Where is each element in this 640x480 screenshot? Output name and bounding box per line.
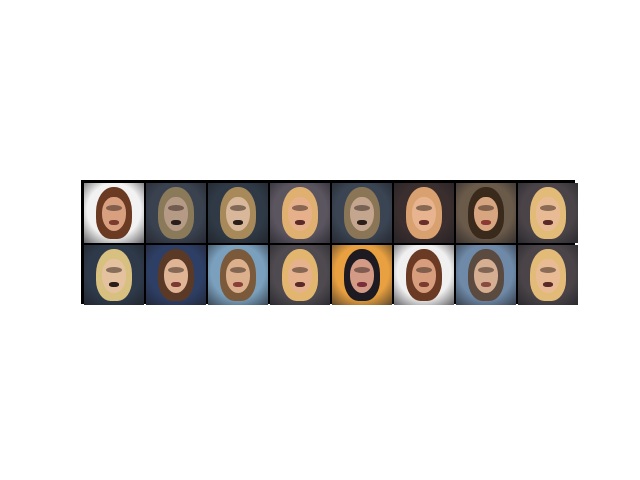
face-image-tile [332,183,392,243]
face-image-tile [394,245,454,305]
face-image-tile [208,245,268,305]
face-image-tile [270,245,330,305]
image-grid [81,180,578,305]
face-image-tile [394,183,454,243]
face-image-tile [518,183,578,243]
face-image-tile [456,245,516,305]
face-image-tile [146,245,206,305]
face-image-tile [332,245,392,305]
face-image-tile [84,183,144,243]
face-image-tile [146,183,206,243]
face-image-tile [84,245,144,305]
face-image-tile [518,245,578,305]
face-image-tile [456,183,516,243]
face-image-tile [208,183,268,243]
face-image-tile [270,183,330,243]
